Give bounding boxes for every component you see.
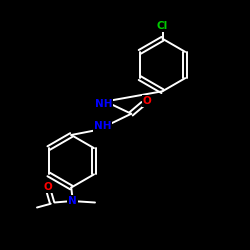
Text: O: O bbox=[43, 182, 52, 192]
Text: N: N bbox=[68, 196, 77, 206]
Text: O: O bbox=[142, 96, 151, 106]
Text: NH: NH bbox=[95, 99, 112, 109]
Text: NH: NH bbox=[94, 121, 111, 131]
Text: Cl: Cl bbox=[157, 21, 168, 31]
